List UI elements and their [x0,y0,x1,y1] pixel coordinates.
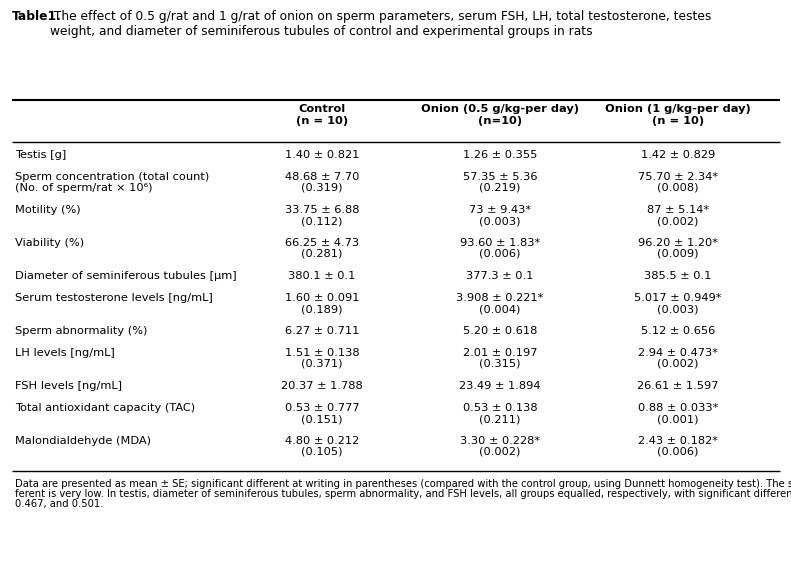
Text: (0.211): (0.211) [479,414,520,424]
Text: 73 ± 9.43*: 73 ± 9.43* [469,205,531,215]
Text: Total antioxidant capacity (TAC): Total antioxidant capacity (TAC) [15,403,195,413]
Text: 2.94 ± 0.473*: 2.94 ± 0.473* [638,348,718,358]
Text: (0.001): (0.001) [657,414,698,424]
Text: (0.315): (0.315) [479,359,520,369]
Text: (0.002): (0.002) [479,447,520,457]
Text: 385.5 ± 0.1: 385.5 ± 0.1 [645,271,712,281]
Text: 57.35 ± 5.36: 57.35 ± 5.36 [463,172,537,182]
Text: (0.002): (0.002) [657,359,698,369]
Text: Motility (%): Motility (%) [15,205,81,215]
Text: 377.3 ± 0.1: 377.3 ± 0.1 [467,271,534,281]
Text: 2.43 ± 0.182*: 2.43 ± 0.182* [638,436,718,446]
Text: LH levels [ng/mL]: LH levels [ng/mL] [15,348,115,358]
Text: 20.37 ± 1.788: 20.37 ± 1.788 [281,381,363,391]
Text: 4.80 ± 0.212: 4.80 ± 0.212 [285,436,359,446]
Text: Data are presented as mean ± SE; significant different at writing in parentheses: Data are presented as mean ± SE; signifi… [15,479,791,489]
Text: 1.40 ± 0.821: 1.40 ± 0.821 [285,150,359,160]
Text: 23.49 ± 1.894: 23.49 ± 1.894 [460,381,541,391]
Text: 0.53 ± 0.777: 0.53 ± 0.777 [285,403,359,413]
Text: (0.003): (0.003) [479,216,520,226]
Text: Control
(n = 10): Control (n = 10) [296,104,348,125]
Text: Testis [g]: Testis [g] [15,150,66,160]
Text: (0.219): (0.219) [479,183,520,193]
Text: 0.53 ± 0.138: 0.53 ± 0.138 [463,403,537,413]
Text: 5.12 ± 0.656: 5.12 ± 0.656 [641,326,715,336]
Text: 87 ± 5.14*: 87 ± 5.14* [647,205,709,215]
Text: 380.1 ± 0.1: 380.1 ± 0.1 [288,271,356,281]
Text: 0.88 ± 0.033*: 0.88 ± 0.033* [638,403,718,413]
Text: (0.112): (0.112) [301,216,343,226]
Text: (0.281): (0.281) [301,249,343,259]
Text: 75.70 ± 2.34*: 75.70 ± 2.34* [638,172,718,182]
Text: Diameter of seminiferous tubules [μm]: Diameter of seminiferous tubules [μm] [15,271,237,281]
Text: (0.006): (0.006) [479,249,520,259]
Text: 33.75 ± 6.88: 33.75 ± 6.88 [285,205,359,215]
Text: 1.42 ± 0.829: 1.42 ± 0.829 [641,150,715,160]
Text: Table1.: Table1. [12,10,62,23]
Text: (0.319): (0.319) [301,183,343,193]
Text: 1.51 ± 0.138: 1.51 ± 0.138 [285,348,359,358]
Text: (0.009): (0.009) [657,249,698,259]
Text: Malondialdehyde (MDA): Malondialdehyde (MDA) [15,436,151,446]
Text: FSH levels [ng/mL]: FSH levels [ng/mL] [15,381,122,391]
Text: (0.105): (0.105) [301,447,343,457]
Text: 1.60 ± 0.091: 1.60 ± 0.091 [285,293,359,303]
Text: (0.189): (0.189) [301,304,343,314]
Text: (0.371): (0.371) [301,359,343,369]
Text: Sperm concentration (total count): Sperm concentration (total count) [15,172,210,182]
Text: ferent is very low. In testis, diameter of seminiferous tubules, sperm abnormali: ferent is very low. In testis, diameter … [15,489,791,499]
Text: 5.017 ± 0.949*: 5.017 ± 0.949* [634,293,721,303]
Text: Sperm abnormality (%): Sperm abnormality (%) [15,326,147,336]
Text: (No. of sperm/rat × 10⁶): (No. of sperm/rat × 10⁶) [15,183,153,193]
Text: 3.908 ± 0.221*: 3.908 ± 0.221* [456,293,543,303]
Text: 0.467, and 0.501.: 0.467, and 0.501. [15,499,104,509]
Text: Viability (%): Viability (%) [15,238,84,248]
Text: 48.68 ± 7.70: 48.68 ± 7.70 [285,172,359,182]
Text: (0.151): (0.151) [301,414,343,424]
Text: 26.61 ± 1.597: 26.61 ± 1.597 [638,381,719,391]
Text: 3.30 ± 0.228*: 3.30 ± 0.228* [460,436,540,446]
Text: 66.25 ± 4.73: 66.25 ± 4.73 [285,238,359,248]
Text: 6.27 ± 0.711: 6.27 ± 0.711 [285,326,359,336]
Text: 5.20 ± 0.618: 5.20 ± 0.618 [463,326,537,336]
Text: 1.26 ± 0.355: 1.26 ± 0.355 [463,150,537,160]
Text: (0.006): (0.006) [657,447,698,457]
Text: Serum testosterone levels [ng/mL]: Serum testosterone levels [ng/mL] [15,293,213,303]
Text: (0.004): (0.004) [479,304,520,314]
Text: Onion (0.5 g/kg-per day)
(n=10): Onion (0.5 g/kg-per day) (n=10) [421,104,579,125]
Text: 2.01 ± 0.197: 2.01 ± 0.197 [463,348,537,358]
Text: 93.60 ± 1.83*: 93.60 ± 1.83* [460,238,540,248]
Text: The effect of 0.5 g/rat and 1 g/rat of onion on sperm parameters, serum FSH, LH,: The effect of 0.5 g/rat and 1 g/rat of o… [50,10,711,38]
Text: (0.003): (0.003) [657,304,698,314]
Text: Onion (1 g/kg-per day)
(n = 10): Onion (1 g/kg-per day) (n = 10) [605,104,751,125]
Text: (0.008): (0.008) [657,183,698,193]
Text: (0.002): (0.002) [657,216,698,226]
Text: 96.20 ± 1.20*: 96.20 ± 1.20* [638,238,718,248]
